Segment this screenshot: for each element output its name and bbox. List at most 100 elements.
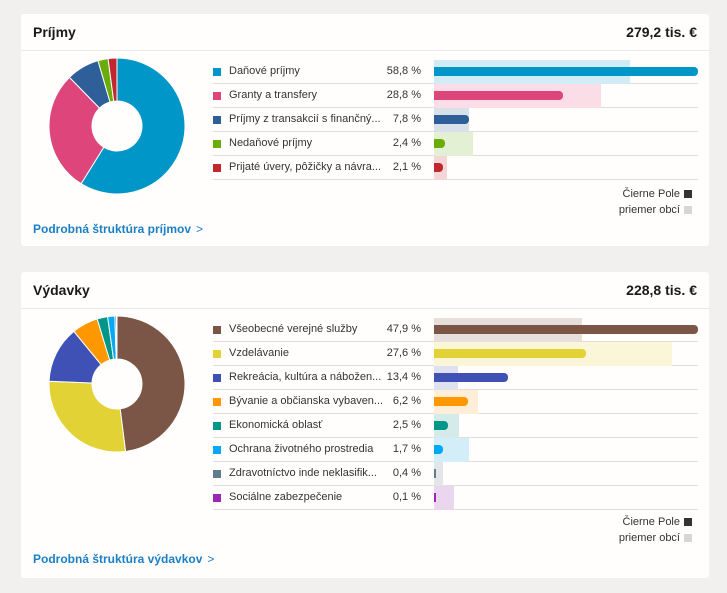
category-row[interactable]: Prijaté úvery, pôžičky a návra... 2,1 % (213, 156, 698, 180)
category-percent: 7,8 % (392, 113, 421, 125)
category-swatch (213, 398, 221, 406)
expense-card-header: Výdavky 228,8 tis. € (21, 272, 709, 309)
bar-area (434, 318, 698, 342)
category-swatch (213, 470, 221, 478)
category-swatch (213, 68, 221, 76)
category-percent: 2,1 % (392, 161, 421, 173)
legend-label-average: priemer obcí (618, 204, 680, 216)
category-percent: 2,5 % (392, 419, 421, 431)
expense-detail-link-label: Podrobná štruktúra výdavkov (33, 552, 203, 566)
expense-total: 228,8 tis. € (626, 282, 697, 298)
bar-area (434, 108, 698, 132)
category-label: Daňové príjmy (229, 65, 300, 77)
category-swatch (213, 116, 221, 124)
income-rows: Daňové príjmy 58,8 % Granty a transfery 28,… (213, 60, 698, 180)
income-detail-link[interactable]: Podrobná štruktúra príjmov > (33, 222, 203, 236)
income-card-header: Príjmy 279,2 tis. € (21, 14, 709, 51)
donut-slice[interactable] (116, 315, 186, 453)
category-percent: 13,4 % (386, 371, 421, 383)
bar-area (434, 414, 698, 438)
bar-area (434, 486, 698, 510)
municipality-bar (434, 349, 587, 358)
legend-swatch-average (684, 206, 692, 214)
municipality-bar (434, 163, 444, 172)
category-row[interactable]: Zdravotníctvo inde neklasifik... 0,4 % (213, 462, 698, 486)
category-row[interactable]: Príjmy z transakcií s finančný... 7,8 % (213, 108, 698, 132)
municipality-bar (434, 445, 444, 454)
category-percent: 47,9 % (386, 323, 421, 335)
municipality-bar (434, 91, 564, 100)
legend-label-municipality: Čierne Pole (622, 188, 680, 200)
category-label: Vzdelávanie (229, 347, 289, 359)
category-percent: 0,1 % (392, 491, 421, 503)
bar-area (434, 132, 698, 156)
category-row[interactable]: Všeobecné verejné služby 47,9 % (213, 318, 698, 342)
bar-area (434, 156, 698, 180)
donut-slice[interactable] (80, 57, 186, 195)
category-label: Príjmy z transakcií s finančný... (229, 113, 381, 125)
income-total: 279,2 tis. € (626, 24, 697, 40)
legend-label-average: priemer obcí (618, 532, 680, 544)
category-row[interactable]: Bývanie a občianska vybaven... 6,2 % (213, 390, 698, 414)
category-swatch (213, 494, 221, 502)
category-label: Granty a transfery (229, 89, 318, 101)
category-label: Prijaté úvery, pôžičky a návra... (229, 161, 382, 173)
municipality-bar (434, 139, 445, 148)
category-row[interactable]: Ochrana životného prostredia 1,7 % (213, 438, 698, 462)
category-swatch (213, 446, 221, 454)
category-row[interactable]: Daňové príjmy 58,8 % (213, 60, 698, 84)
municipality-bar (434, 115, 470, 124)
category-label: Nedaňové príjmy (229, 137, 313, 149)
income-title: Príjmy (33, 24, 76, 40)
bar-area (434, 462, 698, 486)
income-card: Príjmy 279,2 tis. € Daňové príjmy 58,8 % G… (21, 14, 709, 246)
expense-title: Výdavky (33, 282, 90, 298)
bar-area (434, 438, 698, 462)
category-percent: 28,8 % (386, 89, 421, 101)
municipality-bar (434, 493, 436, 502)
legend-label-municipality: Čierne Pole (622, 516, 680, 528)
category-percent: 6,2 % (392, 395, 421, 407)
chevron-right-icon: > (196, 222, 204, 236)
category-row[interactable]: Ekonomická oblasť 2,5 % (213, 414, 698, 438)
chevron-right-icon: > (207, 552, 215, 566)
donut-slice[interactable] (107, 57, 118, 102)
category-label: Sociálne zabezpečenie (229, 491, 343, 503)
average-bar (434, 486, 454, 510)
municipality-bar (434, 373, 508, 382)
donut-slice[interactable] (48, 76, 105, 185)
category-row[interactable]: Nedaňové príjmy 2,4 % (213, 132, 698, 156)
category-percent: 58,8 % (386, 65, 421, 77)
legend-swatch-average (684, 534, 692, 542)
category-percent: 0,4 % (392, 467, 421, 479)
bar-area (434, 366, 698, 390)
category-row[interactable]: Rekreácia, kultúra a nábožen... 13,4 % (213, 366, 698, 390)
municipality-bar (434, 325, 698, 334)
category-label: Všeobecné verejné služby (229, 323, 358, 335)
category-swatch (213, 164, 221, 172)
category-label: Bývanie a občianska vybaven... (229, 395, 384, 407)
category-label: Ochrana životného prostredia (229, 443, 374, 455)
category-row[interactable]: Granty a transfery 28,8 % (213, 84, 698, 108)
legend-item-municipality: Čierne Pole (619, 514, 692, 530)
category-swatch (213, 326, 221, 334)
municipality-bar (434, 397, 469, 406)
bar-area (434, 60, 698, 84)
municipality-bar (434, 421, 448, 430)
category-swatch (213, 92, 221, 100)
income-donut-chart (48, 57, 186, 195)
category-label: Zdravotníctvo inde neklasifik... (229, 467, 377, 479)
category-row[interactable]: Vzdelávanie 27,6 % (213, 342, 698, 366)
category-swatch (213, 374, 221, 382)
expense-rows: Všeobecné verejné služby 47,9 % Vzdelávani… (213, 318, 698, 510)
category-swatch (213, 422, 221, 430)
donut-slice[interactable] (48, 380, 127, 453)
category-row[interactable]: Sociálne zabezpečenie 0,1 % (213, 486, 698, 510)
expense-card: Výdavky 228,8 tis. € Všeobecné verejné s… (21, 272, 709, 578)
category-percent: 27,6 % (386, 347, 421, 359)
average-bar (434, 462, 443, 486)
municipality-bar (434, 67, 698, 76)
category-label: Ekonomická oblasť (229, 419, 323, 431)
municipality-bar (434, 469, 437, 478)
expense-detail-link[interactable]: Podrobná štruktúra výdavkov > (33, 552, 214, 566)
